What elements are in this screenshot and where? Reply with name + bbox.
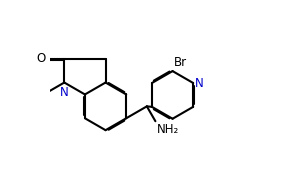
Text: NH₂: NH₂ xyxy=(157,123,179,136)
Text: O: O xyxy=(36,52,46,65)
Text: N: N xyxy=(195,76,204,89)
Text: Br: Br xyxy=(173,56,186,69)
Text: N: N xyxy=(60,86,69,99)
